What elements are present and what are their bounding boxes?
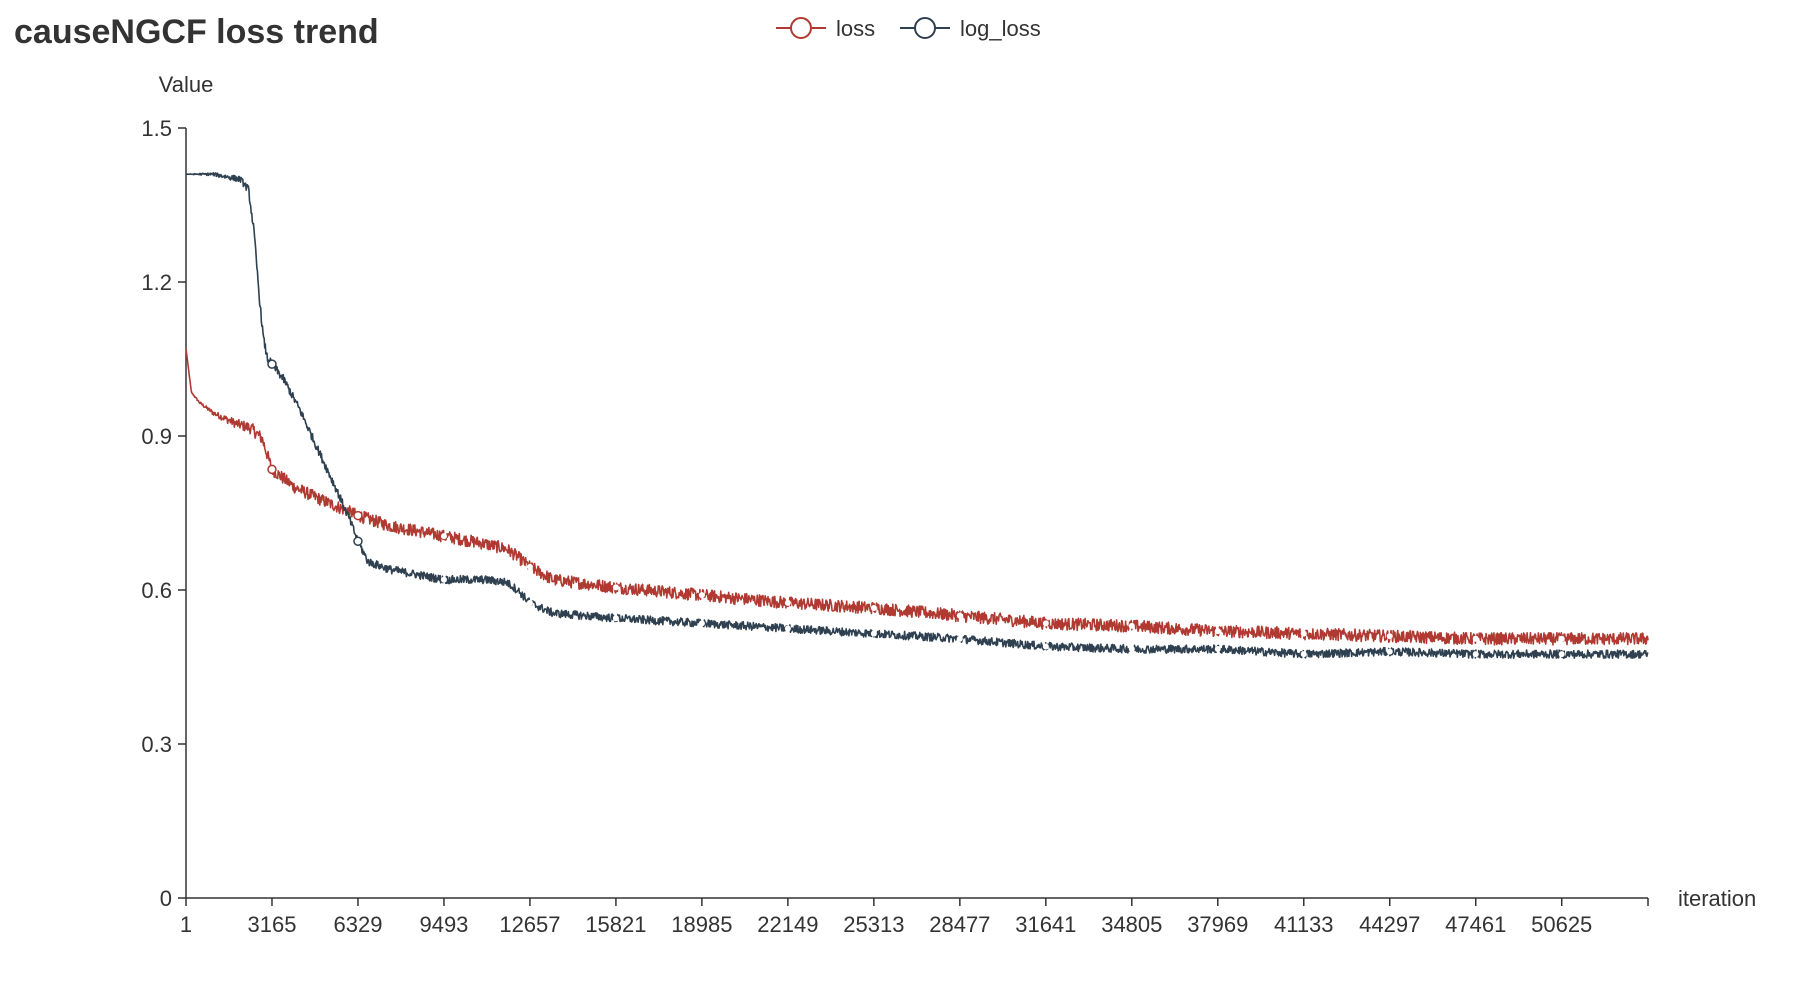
data-point-log_loss[interactable] xyxy=(267,359,277,369)
x-tick-label: 47461 xyxy=(1445,912,1506,937)
marker-layer xyxy=(267,359,1565,658)
legend-circle-icon xyxy=(914,17,936,39)
y-axis: 0 0.3 0.6 0.9 1.2 1.5 xyxy=(141,116,187,911)
x-tick-label: 28477 xyxy=(929,912,990,937)
data-point-loss[interactable] xyxy=(526,563,533,570)
data-point-log_loss[interactable] xyxy=(956,635,963,642)
data-point-loss[interactable] xyxy=(612,584,619,591)
legend-item-loss[interactable]: loss xyxy=(776,16,875,41)
legend-label: loss xyxy=(836,16,875,41)
data-point-log_loss[interactable] xyxy=(1472,651,1479,658)
x-tick-label: 25313 xyxy=(843,912,904,937)
data-point-log_loss[interactable] xyxy=(353,536,363,546)
data-point-loss[interactable] xyxy=(784,599,791,606)
y-tick-label: 0 xyxy=(160,886,172,911)
x-tick-label: 6329 xyxy=(333,912,382,937)
chart-title: causeNGCF loss trend xyxy=(14,13,379,51)
data-point-log_loss[interactable] xyxy=(526,599,533,606)
x-tick-label: 44297 xyxy=(1359,912,1420,937)
legend-circle-icon xyxy=(790,17,812,39)
data-point-loss[interactable] xyxy=(956,612,963,619)
data-point-loss[interactable] xyxy=(870,604,877,611)
data-point-log_loss[interactable] xyxy=(1128,646,1135,653)
data-point-log_loss[interactable] xyxy=(1386,648,1393,655)
data-point-log_loss[interactable] xyxy=(698,620,705,627)
x-tick-label: 41133 xyxy=(1274,912,1334,937)
data-point-loss[interactable] xyxy=(1472,635,1479,642)
data-point-loss[interactable] xyxy=(1128,622,1135,629)
data-point-loss[interactable] xyxy=(440,533,447,540)
data-point-log_loss[interactable] xyxy=(612,615,619,622)
series-line-loss[interactable] xyxy=(185,348,1649,646)
series-markers-log_loss xyxy=(267,359,1565,658)
x-tick-label: 50625 xyxy=(1531,912,1592,937)
data-point-log_loss[interactable] xyxy=(440,576,447,583)
series-line-log_loss[interactable] xyxy=(185,172,1649,660)
y-tick-label: 1.5 xyxy=(141,116,172,141)
x-tick-label: 12657 xyxy=(499,912,560,937)
data-point-loss[interactable] xyxy=(698,592,705,599)
series-layer xyxy=(185,172,1649,660)
x-tick-label: 34805 xyxy=(1101,912,1162,937)
y-tick-label: 0.3 xyxy=(141,732,172,757)
x-axis-label: iteration xyxy=(1678,886,1756,911)
x-tick-label: 9493 xyxy=(419,912,468,937)
data-point-loss[interactable] xyxy=(1300,630,1307,637)
x-axis: 1 3165 6329 9493 12657 15821 18985 22149 25313 28… xyxy=(180,897,1649,937)
x-tick-label: 31641 xyxy=(1015,912,1076,937)
legend-item-log_loss[interactable]: log_loss xyxy=(900,16,1041,41)
x-tick-label: 1 xyxy=(180,912,192,937)
data-point-log_loss[interactable] xyxy=(1214,646,1221,653)
x-tick-label: 37969 xyxy=(1187,912,1248,937)
series-markers-loss xyxy=(267,464,1565,642)
x-tick-label: 15821 xyxy=(585,912,646,937)
x-tick-label: 22149 xyxy=(757,912,818,937)
data-point-log_loss[interactable] xyxy=(1300,651,1307,658)
data-point-loss[interactable] xyxy=(353,510,363,521)
data-point-loss[interactable] xyxy=(267,464,277,475)
y-tick-label: 1.2 xyxy=(141,270,172,295)
y-axis-label: Value xyxy=(159,72,214,97)
x-tick-label: 3165 xyxy=(248,912,297,937)
data-point-log_loss[interactable] xyxy=(1558,651,1565,658)
data-point-loss[interactable] xyxy=(1042,620,1049,627)
data-point-log_loss[interactable] xyxy=(870,630,877,637)
legend[interactable]: loss log_loss xyxy=(776,16,1041,41)
data-point-log_loss[interactable] xyxy=(784,625,791,632)
data-point-loss[interactable] xyxy=(1386,633,1393,640)
data-point-loss[interactable] xyxy=(1214,628,1221,635)
legend-label: log_loss xyxy=(960,16,1041,41)
data-point-log_loss[interactable] xyxy=(1042,643,1049,650)
y-tick-label: 0.6 xyxy=(141,578,172,603)
data-point-loss[interactable] xyxy=(1558,635,1565,642)
y-tick-label: 0.9 xyxy=(141,424,172,449)
x-tick-label: 18985 xyxy=(671,912,732,937)
